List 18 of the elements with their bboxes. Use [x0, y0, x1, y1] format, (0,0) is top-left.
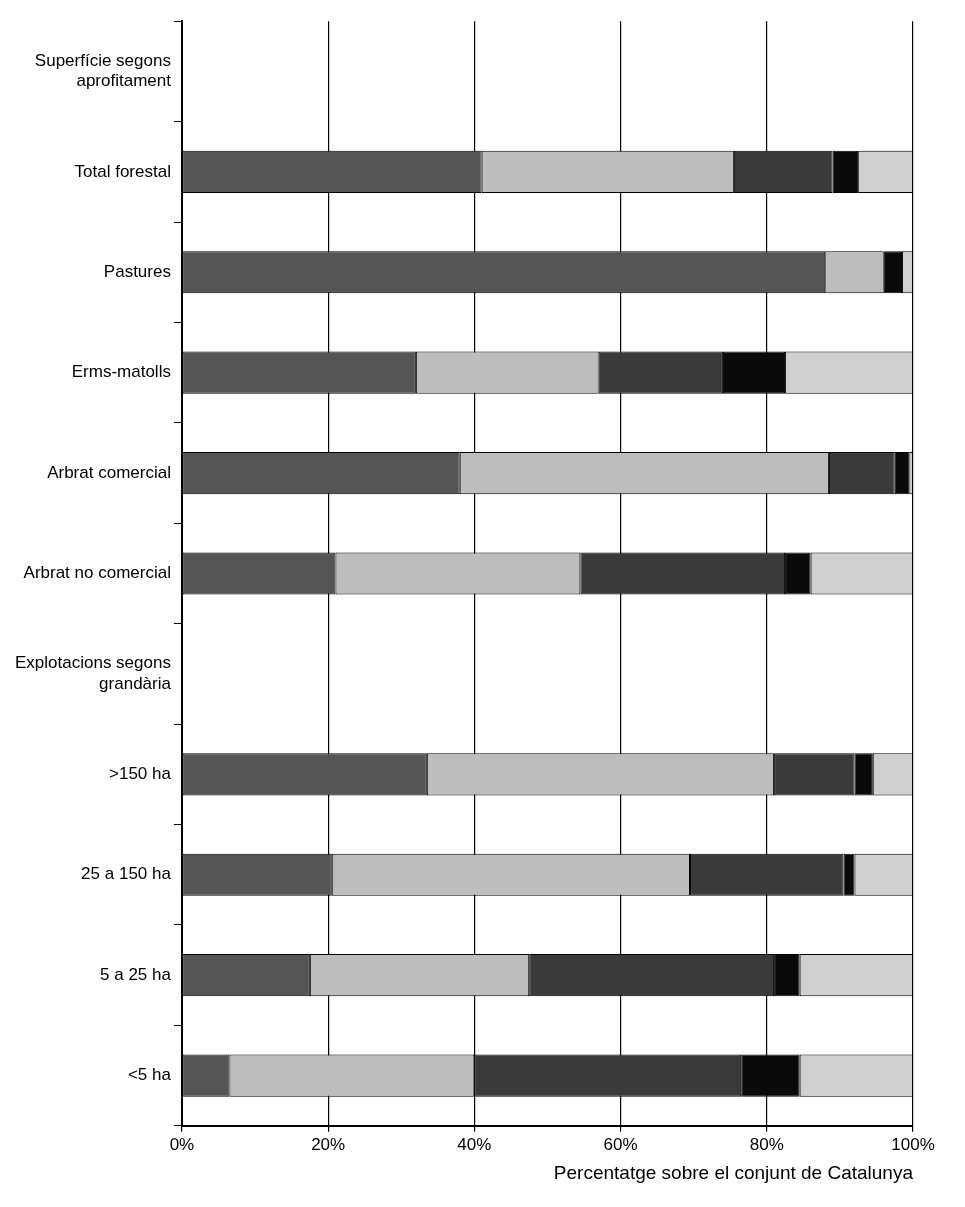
x-axis-title: Percentatge sobre el conjunt de Catalunya [553, 1161, 914, 1183]
y-tick-label: Pastures [103, 261, 171, 281]
y-tick-label: Arbrat comercial [47, 462, 171, 482]
y-tick-label: >150 ha [108, 764, 172, 784]
y-tick-label: Arbrat no comercial [23, 563, 171, 583]
y-tick-label: Total forestal [74, 161, 171, 181]
x-tick-label: 80% [749, 1134, 784, 1154]
y-tick-label: 25 a 150 ha [81, 864, 172, 884]
x-tick-label: 60% [603, 1134, 638, 1154]
y-tick-label: <5 ha [127, 1065, 172, 1085]
x-tick-label: 40% [457, 1134, 492, 1154]
x-tick-label: 20% [311, 1134, 346, 1154]
y-tick-label: Explotacions segons grandària [14, 653, 172, 693]
y-tick-label: 5 a 25 ha [100, 964, 172, 984]
x-tick-label: 100% [891, 1134, 935, 1154]
y-tick-label: Erms-matolls [71, 362, 171, 382]
y-tick-label: Superfície segons aprofitament [34, 50, 172, 91]
x-tick-label: 0% [169, 1134, 195, 1154]
